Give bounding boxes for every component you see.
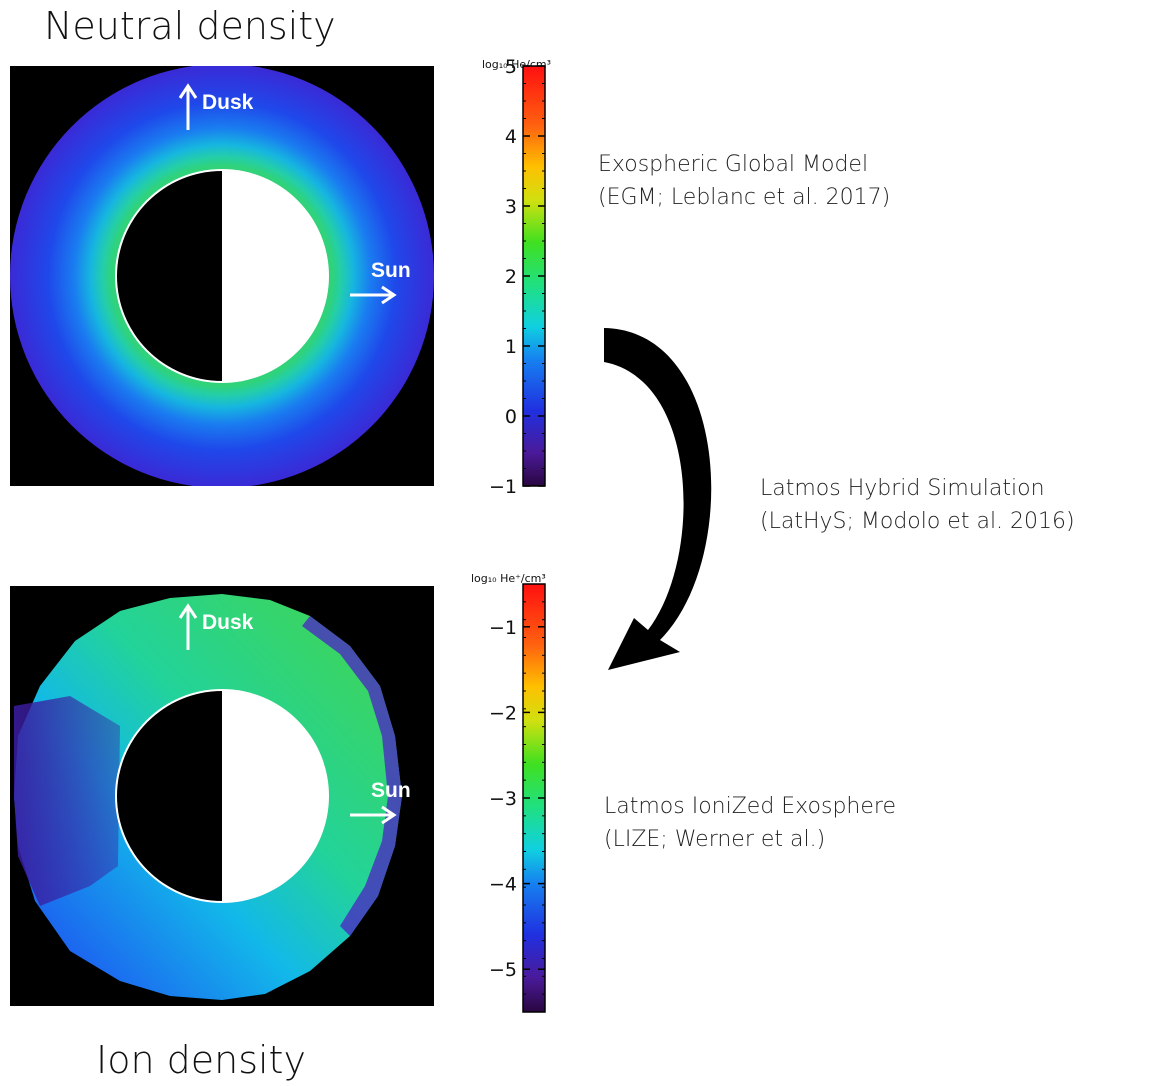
- lize-model-citation: (LIZE; Werner et al.): [604, 827, 826, 852]
- dusk-arrow-icon: [178, 603, 198, 650]
- neutral-colorbar-tick-label: 0: [505, 406, 517, 428]
- neutral-colorbar-tick-label: 2: [505, 266, 517, 288]
- egm-model-citation: (EGM; Leblanc et al. 2017): [598, 185, 891, 210]
- lathys-model-citation: (LatHyS; Modolo et al. 2016): [760, 509, 1075, 534]
- neutral-colorbar-tick-label: 5: [505, 56, 517, 78]
- sun-arrow-icon: [350, 805, 397, 825]
- ion-colorbar-tick-label: −4: [489, 874, 517, 896]
- ion-density-title: Ion density: [96, 1038, 306, 1082]
- sun-label: Sun: [371, 259, 411, 282]
- egm-model-name: Exospheric Global Model: [598, 152, 869, 177]
- egm-model-label: Exospheric Global Model (EGM; Leblanc et…: [598, 148, 890, 214]
- dusk-label: Dusk: [202, 611, 254, 634]
- neutral-colorbar-tick-label: 1: [505, 336, 517, 358]
- neutral-planet-night-side: [117, 171, 222, 381]
- dusk-label: Dusk: [202, 91, 254, 114]
- ion-colorbar-unit: log₁₀ He⁺/cm³: [471, 572, 546, 585]
- dusk-arrow-icon: [178, 83, 198, 130]
- sun-arrow-icon: [350, 285, 397, 305]
- ion-colorbar-tick-label: −5: [489, 959, 517, 981]
- ion-planet-night-side: [117, 691, 222, 901]
- neutral-density-map: Dusk Sun: [10, 66, 434, 486]
- lize-model-name: Latmos IoniZed Exosphere: [604, 794, 896, 819]
- ion-density-map: Dusk Sun: [10, 586, 434, 1006]
- ion-colorbar-tick-label: −2: [489, 702, 517, 724]
- neutral-colorbar-tick-label: 3: [505, 196, 517, 218]
- lize-model-label: Latmos IoniZed Exosphere (LIZE; Werner e…: [604, 790, 896, 856]
- ion-east-edge: [302, 616, 402, 936]
- neutral-density-title: Neutral density: [44, 4, 336, 48]
- curved-arrow-icon: [604, 328, 712, 670]
- ion-colorbar: log₁₀ He⁺/cm³ −5 −4 −3 −2 −1: [471, 572, 546, 1013]
- lathys-model-label: Latmos Hybrid Simulation (LatHyS; Modolo…: [760, 472, 1075, 538]
- ion-west-low-density-region: [14, 696, 120, 906]
- ion-colorbar-tick-label: −3: [489, 788, 517, 810]
- neutral-colorbar-tick-label: 4: [505, 126, 517, 148]
- lathys-model-name: Latmos Hybrid Simulation: [760, 476, 1045, 501]
- ion-colorbar-tick-label: −1: [489, 617, 517, 639]
- sun-label: Sun: [371, 779, 411, 802]
- neutral-colorbar-tick-label: −1: [489, 476, 517, 496]
